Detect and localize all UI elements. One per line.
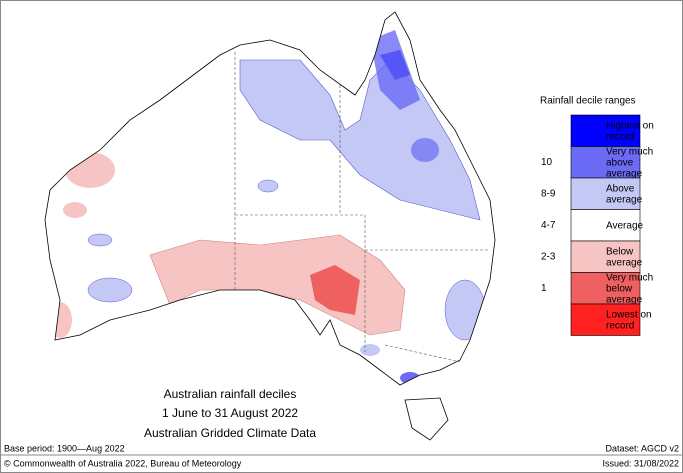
copyright: © Commonwealth of Australia 2022, Bureau…: [4, 458, 242, 468]
legend-swatch: [570, 209, 641, 242]
decile-regions: [48, 30, 486, 384]
legend-title: Rainfall decile ranges: [540, 96, 636, 107]
legend-swatch: [570, 146, 641, 179]
legend-label: Below average: [606, 246, 643, 268]
tasmania: [404, 397, 449, 441]
above-average-region: [87, 277, 133, 303]
legend-range: 2-3: [541, 251, 556, 262]
dataset: Dataset: AGCD v2: [605, 443, 679, 453]
below-average-region: [65, 152, 115, 188]
above-average-region: [257, 179, 279, 193]
below-average-region: [48, 302, 72, 338]
caption-line: 1 June to 31 August 2022: [162, 406, 298, 420]
australia-map: [44, 11, 496, 441]
very-much-above-region: [370, 30, 420, 110]
above-average-region: [360, 344, 380, 356]
below-average-region: [63, 202, 87, 218]
legend-label: Highest on record: [606, 120, 654, 142]
legend-swatch: [570, 272, 641, 305]
legend-range: 4-7: [541, 220, 556, 231]
very-much-above-region: [400, 372, 420, 384]
legend-range: 8-9: [541, 188, 556, 199]
base-period: Base period: 1900—Aug 2022: [4, 443, 125, 453]
very-much-above-region: [411, 138, 439, 162]
legend-swatch: [570, 177, 641, 210]
very-much-below-region: [310, 265, 360, 315]
issued: Issued: 31/08/2022: [602, 458, 679, 468]
legend-label: Above average: [606, 183, 643, 205]
above-average-region: [444, 279, 486, 341]
caption-line: Australian Gridded Climate Data: [144, 426, 316, 440]
legend-label: Average: [606, 220, 644, 231]
state-borders: [234, 52, 490, 363]
legend-range: 1: [541, 283, 547, 294]
above-average-region: [87, 233, 113, 247]
legend-label: Very much below average: [606, 272, 653, 305]
legend-label: Very much above average: [606, 146, 653, 179]
caption-line: Australian rainfall deciles: [164, 387, 297, 401]
legend-label: Lowest on record: [606, 309, 652, 331]
legend: Highest on record Very much above average 10 A…: [541, 114, 654, 336]
legend-range: 10: [541, 157, 553, 168]
legend-swatch: [570, 240, 641, 273]
coastline: [44, 11, 496, 386]
legend-swatch: [570, 303, 641, 336]
